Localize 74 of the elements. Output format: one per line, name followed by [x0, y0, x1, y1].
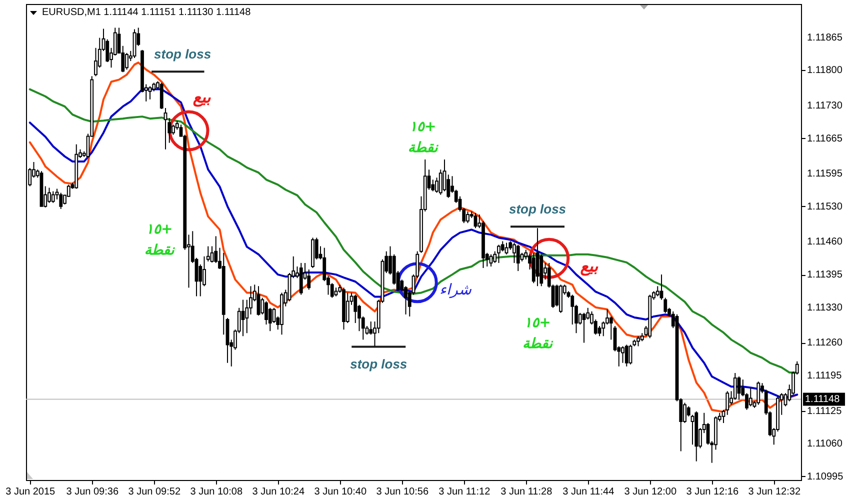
candlestick: [656, 286, 660, 297]
x-tick-label: 3 Jun 12:00: [624, 486, 677, 498]
candlestick: [489, 254, 493, 267]
candlestick: [48, 187, 51, 204]
x-tick-label: 3 Jun 10:08: [190, 486, 243, 498]
candlestick: [322, 247, 326, 282]
candlestick: [497, 244, 500, 264]
y-tick-label: 1.11665: [807, 133, 843, 144]
candlestick: [784, 392, 788, 407]
y-tick-label: 1.11730: [807, 100, 843, 112]
chart-title: EURUSD,M1 1.11144 1.11151 1.11130 1.11148: [42, 7, 252, 18]
candlestick: [748, 388, 752, 407]
candlestick: [602, 321, 606, 337]
x-tick-label: 3 Jun 12:16: [686, 486, 739, 498]
x-tick-label: 3 Jun 09:52: [128, 486, 181, 498]
x-tick-label: 3 Jun 10:56: [376, 486, 429, 498]
candlestick: [210, 246, 214, 263]
x-tick-label: 3 Jun 11:44: [562, 486, 615, 498]
candlestick: [59, 192, 63, 210]
x-tick-label: 3 Jun 10:24: [252, 486, 305, 498]
y-tick-label: 1.11595: [807, 168, 843, 180]
annotation: +١٥ نقطة: [144, 222, 176, 259]
y-tick-label: 1.11530: [807, 201, 843, 212]
candlestick: [624, 344, 628, 367]
candlestick: [346, 292, 350, 324]
candlestick: [613, 326, 617, 352]
y-tick-label: 1.11865: [807, 32, 843, 44]
y-tick-label: 1.11195: [807, 370, 842, 382]
candlestick: [474, 212, 478, 229]
candlestick: [683, 402, 686, 424]
candlestick: [524, 249, 528, 260]
x-tick-label: 3 Jun 09:36: [66, 486, 119, 498]
candlestick: [272, 307, 276, 324]
candlestick: [504, 242, 508, 255]
y-tick-label: 1.11395: [807, 270, 843, 281]
candlestick: [241, 299, 245, 337]
annotation: +١٥ نقطة: [408, 118, 439, 156]
y-tick-label: 1.11460: [807, 236, 843, 248]
x-tick-label: 3 Jun 12:32: [748, 486, 801, 498]
candlestick: [125, 52, 128, 70]
annotation: بيع: [192, 88, 212, 108]
candlestick: [516, 244, 520, 272]
candlestick: [354, 294, 358, 324]
annotation: stop loss: [154, 46, 212, 62]
candlestick: [51, 190, 55, 204]
y-tick-label: 1.11125: [807, 406, 842, 417]
candlestick: [582, 312, 586, 344]
candlestick: [570, 294, 574, 326]
annotation: +١٥ نقطة: [522, 314, 554, 352]
x-tick-label: 3 Jun 2015: [6, 486, 56, 498]
candlestick: [466, 210, 470, 224]
annotation: شراء: [439, 280, 472, 299]
candlestick: [636, 336, 640, 347]
x-tick-label: 3 Jun 10:40: [314, 486, 367, 498]
candlestick: [172, 124, 175, 136]
y-tick-label: 1.10995: [807, 471, 844, 482]
annotation: بيع: [580, 256, 599, 276]
annotation: stop loss: [508, 202, 566, 217]
x-tick-label: 3 Jun 11:28: [500, 486, 553, 498]
y-tick-label: 1.11260: [807, 338, 843, 349]
candlestick: [256, 286, 260, 316]
x-tick-label: 3 Jun 11:12: [438, 486, 491, 498]
candlestick: [245, 299, 249, 334]
y-tick-label: 1.11060: [807, 438, 843, 450]
y-tick-label: 1.11800: [807, 65, 843, 76]
candlestick: [369, 321, 373, 336]
candlestick: [756, 381, 760, 406]
candlestick: [148, 86, 152, 100]
annotation: stop loss: [350, 356, 408, 372]
ref-line-label: 1.11148: [805, 394, 840, 406]
candlestick: [609, 316, 613, 340]
candlestick: [628, 344, 632, 365]
y-tick-label: 1.11330: [807, 302, 843, 314]
candlestick: [621, 346, 624, 364]
